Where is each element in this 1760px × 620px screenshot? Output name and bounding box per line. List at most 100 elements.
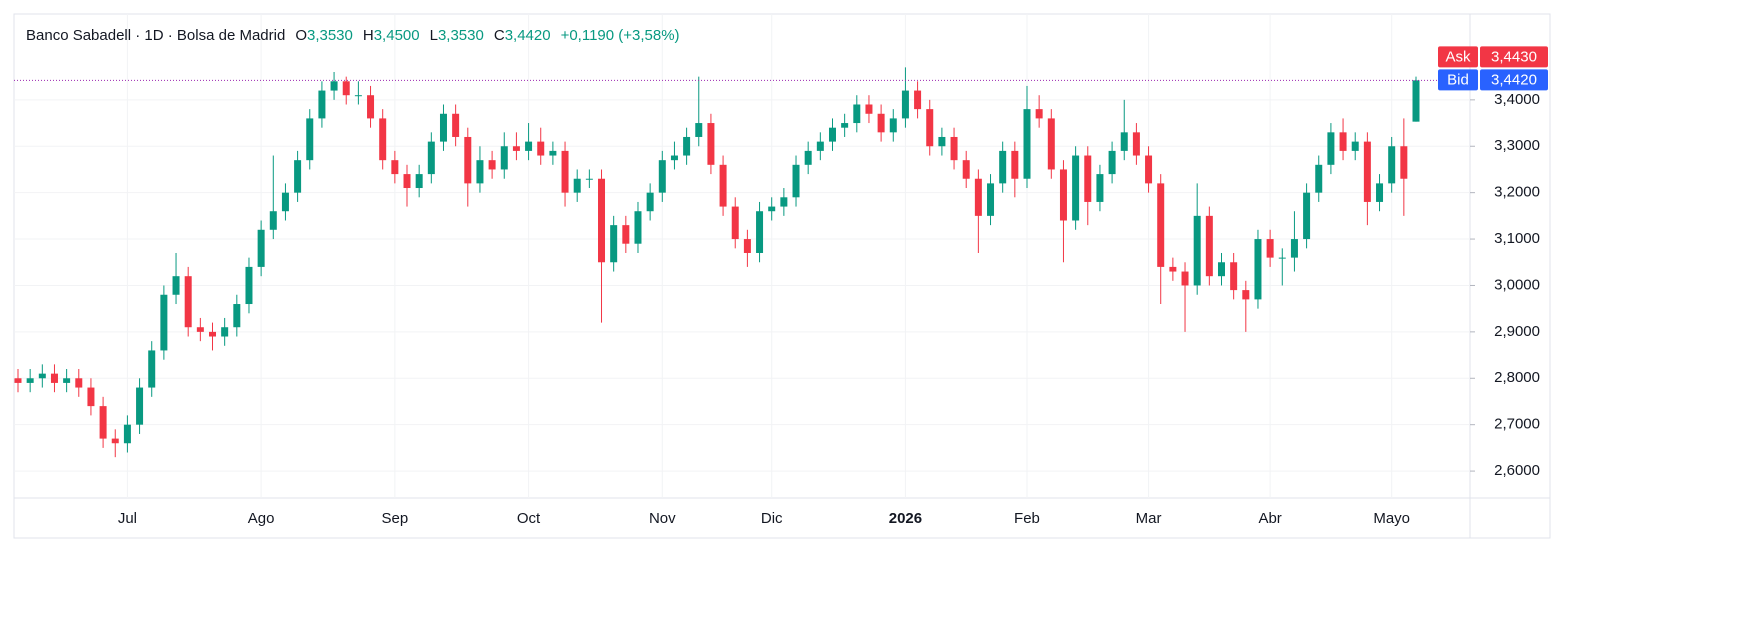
candle-body (1047, 118, 1055, 170)
candle-body (1315, 164, 1323, 193)
candle-body (87, 387, 95, 407)
candle-body (816, 141, 824, 151)
candle-body (695, 123, 703, 137)
quote-value: 3,4430 (1491, 48, 1537, 65)
candle-body (38, 373, 46, 379)
candle-body (743, 239, 751, 253)
candle-body (853, 104, 861, 124)
candle-body (221, 327, 229, 337)
candle-body (1303, 192, 1311, 240)
candle-body (1242, 290, 1250, 300)
candle-body (914, 90, 922, 110)
y-tick-label: 3,3000 (1494, 137, 1540, 154)
candle-body (585, 178, 593, 180)
ohlc-key: H (363, 27, 374, 44)
candle-body (1388, 146, 1396, 184)
candle-body (901, 90, 909, 119)
candle-body (1230, 262, 1238, 291)
candle-body (1205, 215, 1213, 277)
candle-body (464, 136, 472, 184)
candle-body (962, 160, 970, 179)
y-tick-label: 2,6000 (1494, 462, 1540, 479)
candle-body (1412, 80, 1420, 122)
candle-body (172, 276, 180, 295)
candle-body (841, 123, 849, 128)
x-tick-label: Oct (517, 510, 541, 527)
candle-body (476, 160, 484, 184)
candle-body (1193, 215, 1201, 286)
candle-body (1376, 183, 1384, 202)
candle-body (877, 113, 885, 133)
candle-body (598, 178, 606, 263)
candle-body (196, 327, 204, 332)
candle-body (561, 150, 569, 193)
candle-body (1266, 239, 1274, 258)
candle-body (233, 304, 241, 328)
candle-body (780, 197, 788, 207)
candle-body (974, 178, 982, 216)
candle-body (1035, 109, 1043, 119)
candle-body (804, 150, 812, 165)
candle-body (999, 150, 1007, 184)
candle-body (148, 350, 156, 388)
candle-body (1363, 141, 1371, 202)
quote-value: 3,4420 (1491, 71, 1537, 88)
candle-body (768, 206, 776, 212)
ohlc-value: 3,3530 (438, 27, 484, 44)
candle-body (646, 192, 654, 212)
candle-body (123, 424, 131, 444)
candle-body (1400, 146, 1408, 179)
candle-body (488, 160, 496, 170)
candle-body (549, 150, 557, 156)
candle-body (1351, 141, 1359, 151)
candle-body (1011, 150, 1019, 179)
candle-body (610, 225, 618, 263)
x-tick-label: Mar (1136, 510, 1162, 527)
candle-body (136, 387, 144, 425)
candle-body (439, 113, 447, 142)
grid: 2,6000 2,7000 2,8000 2,9000 3,0000 3,1000 3,20… (14, 14, 1540, 527)
candle-body (756, 211, 764, 253)
x-tick-label: Sep (382, 510, 409, 527)
ohlc-value: 3,4500 (374, 27, 420, 44)
y-tick-label: 3,4000 (1494, 91, 1540, 108)
candle-body (1023, 109, 1031, 179)
x-tick-label: Abr (1258, 510, 1281, 527)
quote-name-box (1438, 46, 1478, 68)
candle-body (938, 136, 946, 147)
ohlc-key: C (494, 27, 505, 44)
candle-body (318, 90, 326, 119)
candle-body (354, 95, 362, 97)
ohlc-key: L (430, 27, 438, 44)
candle-body (184, 276, 192, 328)
overlay: Ask 3,4430 Bid 3,4420 (14, 46, 1548, 91)
y-tick-label: 3,1000 (1494, 230, 1540, 247)
candle-body (1290, 239, 1298, 258)
candle-body (379, 118, 387, 161)
y-tick-label: 3,2000 (1494, 184, 1540, 201)
candle-body (658, 160, 666, 193)
candle-body (1059, 169, 1067, 221)
candle-body (1145, 155, 1153, 184)
quote-name: Ask (1445, 48, 1471, 65)
candle-body (1157, 183, 1165, 267)
candle-body (391, 160, 399, 175)
candle-body (209, 331, 217, 337)
candle-body (828, 127, 836, 142)
quote-value-box (1480, 46, 1548, 68)
ohlc-value: 3,4420 (505, 27, 551, 44)
candles (14, 67, 1420, 458)
chart-title: Banco Sabadell · 1D · Bolsa de Madrid (26, 27, 285, 44)
candle-body (99, 406, 107, 439)
candle-body (1181, 271, 1189, 286)
candle-body (719, 164, 727, 207)
candle-body (1327, 132, 1335, 165)
candle-body (294, 160, 302, 193)
candle-body (707, 123, 715, 165)
quote-name-box (1438, 69, 1478, 91)
x-tick-label: Ago (248, 510, 275, 527)
candle-body (731, 206, 739, 240)
candle-body (525, 141, 533, 151)
candle-body (889, 118, 897, 133)
candle-body (160, 294, 168, 351)
